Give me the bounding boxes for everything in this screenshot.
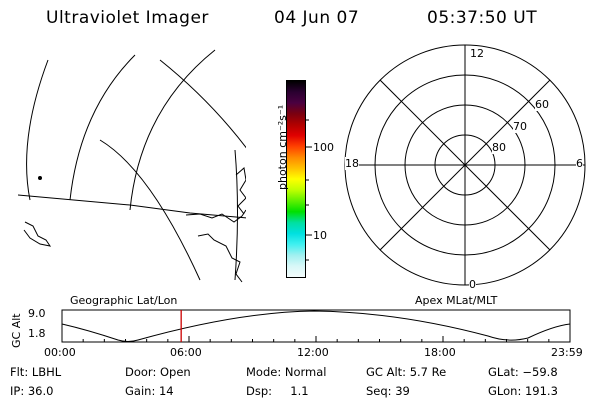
polar-label-0: 0 <box>469 278 476 291</box>
polar-label-lat-60: 60 <box>535 98 549 111</box>
colorbar <box>286 80 306 278</box>
altitude-curve <box>61 310 571 342</box>
timeline-xtick-0600: 06:00 <box>170 346 202 359</box>
timeline-xtick-1800: 18:00 <box>424 346 456 359</box>
info-gc-alt: GC Alt: 5.7 Re <box>366 365 447 379</box>
time-label: 05:37:50 UT <box>427 8 538 28</box>
colorbar-ticks <box>306 119 312 261</box>
info-gain: Gain: 14 <box>125 384 174 398</box>
timeline-xtick-0000: 00:00 <box>44 346 76 359</box>
map-coastline-1 <box>23 221 52 247</box>
instrument-title: Ultraviolet Imager <box>46 8 209 28</box>
polar-label-lat-70: 70 <box>513 120 527 133</box>
info-glat: GLat: −59.8 <box>488 365 558 379</box>
polar-label-6: 6 <box>576 157 583 170</box>
timeline-left-title: Geographic Lat/Lon <box>70 294 178 307</box>
colorbar-tick-10: 10 <box>313 229 327 242</box>
timeline-right-title: Apex MLat/MLT <box>415 294 498 307</box>
polar-diagonal-2 <box>379 79 551 251</box>
info-seq: Seq: 39 <box>366 384 410 398</box>
info-glon: GLon: 191.3 <box>488 384 558 398</box>
map-parallel-line <box>18 194 246 219</box>
colorbar-tick-100: 100 <box>313 141 334 154</box>
info-door: Door: Open <box>125 365 191 379</box>
map-coastline-2 <box>185 209 246 223</box>
colorbar-gradient <box>287 81 305 277</box>
colorbar-unit-label: photon cm⁻²s⁻¹ <box>276 104 289 190</box>
map-coastline-3 <box>197 233 243 283</box>
map-latitude-arc-3 <box>234 149 238 281</box>
polar-label-18: 18 <box>345 157 359 170</box>
map-meridian-1 <box>26 59 49 201</box>
info-dsp: Dsp: 1.1 <box>246 384 309 398</box>
info-ip: IP: 36.0 <box>10 384 54 398</box>
timeline-xtick-1200: 12:00 <box>297 346 329 359</box>
map-latitude-arc-1 <box>159 59 246 149</box>
info-mode: Mode: Normal <box>246 365 327 379</box>
polar-label-lat-80: 80 <box>492 141 506 154</box>
timeline-xtick-2359: 23:59 <box>551 346 583 359</box>
timeline-ytick-max: 9.0 <box>28 307 46 320</box>
map-meridian-2 <box>69 54 136 201</box>
timeline-plot <box>61 309 571 343</box>
info-filter: Flt: LBHL <box>10 365 62 379</box>
map-coastline-4 <box>235 167 246 215</box>
map-dot <box>38 176 42 180</box>
map-latitude-arc-2 <box>99 139 201 281</box>
polar-label-12: 12 <box>470 47 484 60</box>
timeline-ylabel: GC Alt <box>10 313 23 348</box>
polar-plot <box>344 44 586 286</box>
timeline-ytick-min: 1.8 <box>28 327 46 340</box>
map-meridian-3 <box>129 49 216 211</box>
date-label: 04 Jun 07 <box>274 8 360 28</box>
